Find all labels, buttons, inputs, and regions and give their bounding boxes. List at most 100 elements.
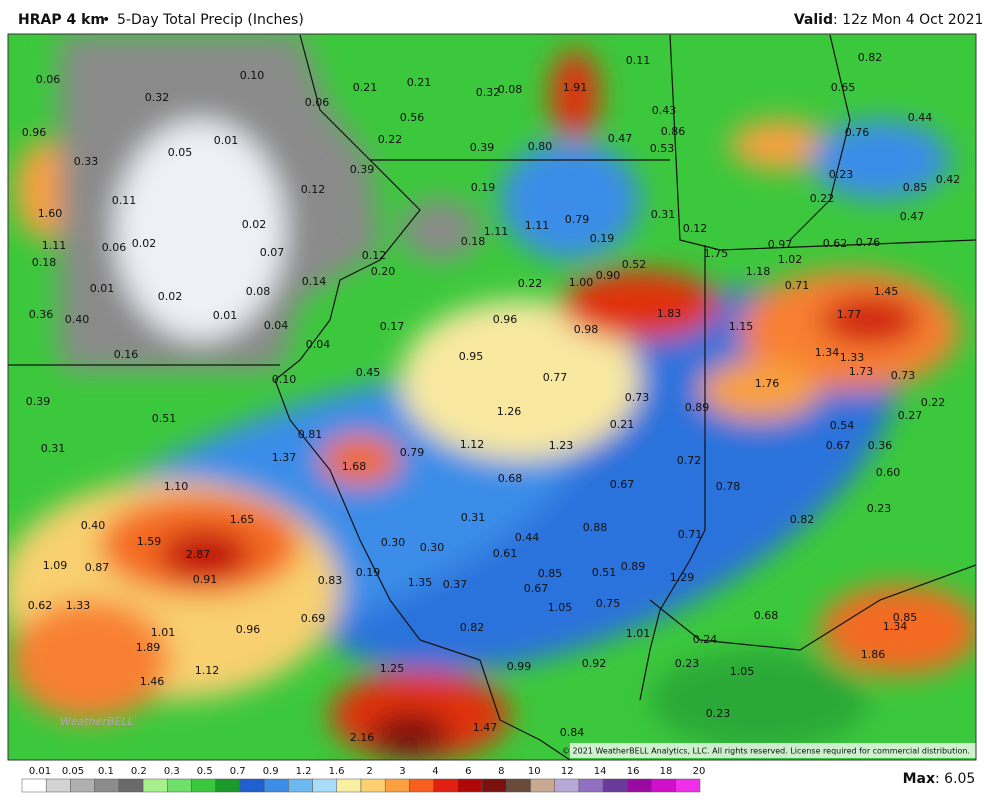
precip-value: 0.30 <box>381 536 406 549</box>
precip-value: 0.77 <box>543 371 568 384</box>
precip-value: 1.29 <box>670 571 695 584</box>
precip-value: 1.86 <box>861 648 886 661</box>
precip-value: 1.25 <box>380 662 405 675</box>
precip-value: 0.30 <box>420 541 445 554</box>
precip-value: 0.83 <box>318 574 343 587</box>
precip-value: 0.21 <box>610 418 635 431</box>
legend-swatch <box>457 778 483 793</box>
precip-value: 0.17 <box>380 320 405 333</box>
precip-value: 0.81 <box>298 428 323 441</box>
precip-value: 0.40 <box>65 313 90 326</box>
max-value: : 6.05 <box>935 771 975 787</box>
precip-value: 0.96 <box>493 313 518 326</box>
precip-value: 0.19 <box>590 232 615 245</box>
legend-tick-label: 1.6 <box>329 766 345 777</box>
legend-tick-label: 2 <box>366 766 372 777</box>
precip-value: 0.73 <box>625 391 650 404</box>
precip-shading <box>8 35 976 760</box>
logo: WeatherBELL <box>60 715 134 728</box>
precip-value: 0.21 <box>407 76 432 89</box>
precip-value: 0.06 <box>305 96 330 109</box>
precip-value: 0.68 <box>754 609 779 622</box>
precip-value: 1.10 <box>164 480 189 493</box>
precip-value: 0.43 <box>652 104 677 117</box>
state-borders <box>8 34 976 760</box>
precip-value: 2.87 <box>186 548 211 561</box>
precip-value: 0.11 <box>626 54 651 67</box>
precip-value: 0.10 <box>272 373 297 386</box>
precip-value: 0.23 <box>706 707 731 720</box>
legend-swatch <box>263 778 289 793</box>
legend-swatch <box>433 778 459 793</box>
precip-value: 0.11 <box>112 194 137 207</box>
precip-value: 1.12 <box>195 664 220 677</box>
precip-value: 0.98 <box>574 323 599 336</box>
precip-value: 0.07 <box>260 246 285 259</box>
precip-value: 0.39 <box>470 141 495 154</box>
precip-value: 0.32 <box>476 86 501 99</box>
precip-value: 0.85 <box>903 181 928 194</box>
legend-tick-label: 10 <box>528 766 541 777</box>
precip-value: 0.62 <box>28 599 53 612</box>
precip-value: 0.67 <box>524 582 549 595</box>
precip-value: 1.59 <box>137 535 162 548</box>
precip-value: 0.01 <box>214 134 239 147</box>
legend-swatch <box>70 778 95 793</box>
precip-value: 0.79 <box>400 446 425 459</box>
legend-swatch <box>627 778 652 793</box>
legend-tick-label: 8 <box>498 766 504 777</box>
precip-value: 0.53 <box>650 142 675 155</box>
legend-tick-label: 0.3 <box>164 766 180 777</box>
precip-value: 0.36 <box>868 439 893 452</box>
precip-value: 1.33 <box>840 351 865 364</box>
copyright: © 2021 WeatherBELL Analytics, LLC. All r… <box>562 747 970 756</box>
precip-value: 0.85 <box>538 567 563 580</box>
precip-value: 1.47 <box>473 721 498 734</box>
precip-value: 0.54 <box>830 419 855 432</box>
precip-value: 0.18 <box>461 235 486 248</box>
legend-tick-label: 18 <box>660 766 673 777</box>
precip-value: 0.02 <box>132 237 157 250</box>
precip-value: 0.31 <box>651 208 676 221</box>
precip-value: 0.79 <box>565 213 590 226</box>
precip-value: 0.37 <box>443 578 468 591</box>
precip-value: 0.95 <box>459 350 484 363</box>
legend-tick-label: 0.2 <box>131 766 147 777</box>
legend-tick-label: 0.9 <box>263 766 279 777</box>
precip-value: 0.23 <box>867 502 892 515</box>
precip-value: 0.23 <box>675 657 700 670</box>
precip-value: 1.37 <box>272 451 297 464</box>
precip-value: 1.23 <box>549 439 574 452</box>
precip-value: 0.39 <box>26 395 51 408</box>
precip-value: 0.71 <box>678 528 703 541</box>
precip-value: 0.08 <box>246 285 271 298</box>
model-name: HRAP 4 km <box>18 12 105 28</box>
legend-tick-label: 20 <box>693 766 706 777</box>
precip-value: 1.65 <box>230 513 255 526</box>
legend-swatch <box>312 778 338 793</box>
precip-value: 0.01 <box>90 282 115 295</box>
precip-value: 1.33 <box>66 599 91 612</box>
legend-swatch <box>530 778 555 793</box>
precip-value: 0.36 <box>29 308 54 321</box>
precip-value: 0.04 <box>306 338 331 351</box>
precip-value: 0.56 <box>400 111 425 124</box>
precip-value: 1.35 <box>408 576 433 589</box>
legend-swatch <box>651 778 677 793</box>
precip-value: 0.32 <box>145 91 170 104</box>
legend-swatch <box>21 778 47 793</box>
precip-value: 1.09 <box>43 559 68 572</box>
max-label: Max <box>903 771 935 787</box>
precip-value: 0.44 <box>515 531 540 544</box>
precip-value: 0.33 <box>74 155 99 168</box>
precip-value: 0.80 <box>528 140 553 153</box>
legend-swatch <box>675 778 701 793</box>
legend-swatch <box>191 778 216 793</box>
precip-value: 1.76 <box>755 377 780 390</box>
precip-value: 0.12 <box>683 222 708 235</box>
map-frame <box>7 33 977 761</box>
precip-value: 0.87 <box>85 561 110 574</box>
precip-value: 0.04 <box>264 319 289 332</box>
legend-tick-label: 0.05 <box>62 766 84 777</box>
